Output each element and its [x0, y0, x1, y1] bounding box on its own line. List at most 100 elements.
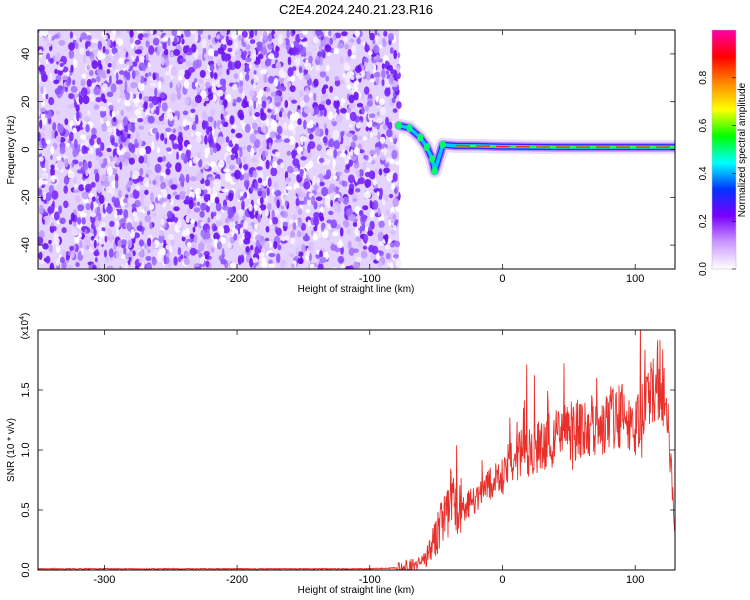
noise-speck [138, 125, 145, 130]
noise-speck [372, 38, 376, 45]
noise-speck [205, 81, 211, 89]
snr-y-tick-label: 1.0 [20, 442, 32, 457]
noise-speck [179, 191, 186, 196]
noise-speck [213, 178, 221, 187]
noise-speck [122, 116, 129, 126]
noise-speck [234, 60, 242, 70]
noise-speck [50, 146, 55, 155]
noise-speck [102, 45, 106, 54]
noise-speck [362, 205, 369, 211]
noise-speck [76, 111, 80, 122]
noise-speck [101, 222, 106, 228]
noise-speck [245, 246, 250, 253]
noise-speck [253, 49, 257, 59]
noise-speck [167, 37, 171, 47]
noise-speck [365, 104, 369, 112]
noise-speck [73, 222, 77, 227]
noise-speck [250, 244, 254, 251]
noise-speck [72, 127, 77, 134]
noise-speck [376, 111, 380, 116]
noise-speck [108, 232, 113, 243]
noise-speck [130, 193, 134, 199]
noise-speck [138, 155, 145, 164]
noise-speck [75, 104, 80, 113]
noise-speck [273, 33, 278, 38]
noise-speck [384, 194, 389, 202]
noise-speck [244, 123, 251, 133]
noise-speck [147, 237, 152, 247]
noise-speck [176, 151, 179, 160]
noise-speck [114, 155, 118, 164]
noise-speck [277, 244, 282, 251]
noise-speck [249, 257, 254, 268]
noise-speck [157, 44, 164, 53]
noise-speck [139, 62, 144, 67]
noise-speck [120, 239, 127, 245]
noise-speck [284, 235, 290, 241]
noise-speck [248, 63, 252, 70]
noise-speck [131, 70, 136, 80]
noise-speck [392, 172, 398, 182]
noise-speck [388, 145, 395, 150]
noise-speck [162, 202, 166, 208]
noise-speck [322, 50, 326, 59]
noise-speck [268, 142, 272, 150]
noise-speck [280, 221, 284, 231]
noise-speck [234, 224, 241, 230]
noise-speck [357, 219, 361, 229]
noise-speck [111, 59, 117, 70]
noise-speck [81, 191, 89, 200]
colorbar: 0.0 0.2 0.4 0.6 0.8 Normalized spectral ampl… [698, 29, 748, 276]
noise-speck [125, 194, 129, 199]
noise-speck [239, 254, 245, 263]
noise-speck [172, 191, 178, 196]
noise-speck [148, 45, 155, 55]
noise-speck [193, 202, 197, 207]
noise-speck [132, 82, 139, 88]
colorbar-tick-label: 0.6 [698, 118, 709, 132]
noise-speck [196, 135, 202, 143]
noise-speck [167, 193, 171, 200]
noise-speck [221, 188, 229, 193]
noise-speck [369, 149, 377, 156]
noise-speck [146, 161, 151, 168]
noise-speck [347, 48, 352, 57]
noise-speck [200, 202, 207, 211]
noise-speck [188, 159, 193, 168]
noise-speck [45, 192, 52, 202]
noise-speck [372, 200, 379, 210]
noise-speck [134, 215, 140, 222]
noise-speck [260, 112, 267, 121]
noise-speck [390, 69, 397, 75]
noise-speck [226, 68, 230, 76]
noise-speck [76, 38, 80, 44]
noise-speck [259, 69, 268, 75]
noise-speck [121, 254, 126, 259]
noise-speck [68, 219, 73, 225]
noise-speck [348, 188, 354, 195]
noise-speck [307, 219, 312, 227]
noise-speck [334, 79, 341, 87]
spectrogram-y-tick-label: -40 [20, 237, 32, 253]
noise-speck [90, 201, 94, 211]
noise-speck [267, 108, 272, 113]
colorbar-ticks: 0.0 0.2 0.4 0.6 0.8 [698, 70, 736, 276]
noise-speck [355, 188, 361, 193]
noise-speck [315, 196, 323, 201]
noise-speck [332, 159, 337, 168]
noise-speck [260, 125, 266, 133]
noise-speck [167, 233, 175, 240]
noise-speck [315, 55, 320, 61]
noise-speck [100, 141, 105, 152]
noise-speck [143, 157, 148, 164]
noise-speck [98, 230, 106, 238]
noise-speck [173, 49, 181, 56]
noise-speck [344, 43, 350, 50]
noise-speck [185, 174, 190, 183]
noise-speck [53, 34, 59, 39]
noise-speck [50, 155, 53, 160]
noise-speck [348, 265, 354, 269]
noise-speck [377, 231, 384, 242]
noise-speck [137, 106, 144, 112]
